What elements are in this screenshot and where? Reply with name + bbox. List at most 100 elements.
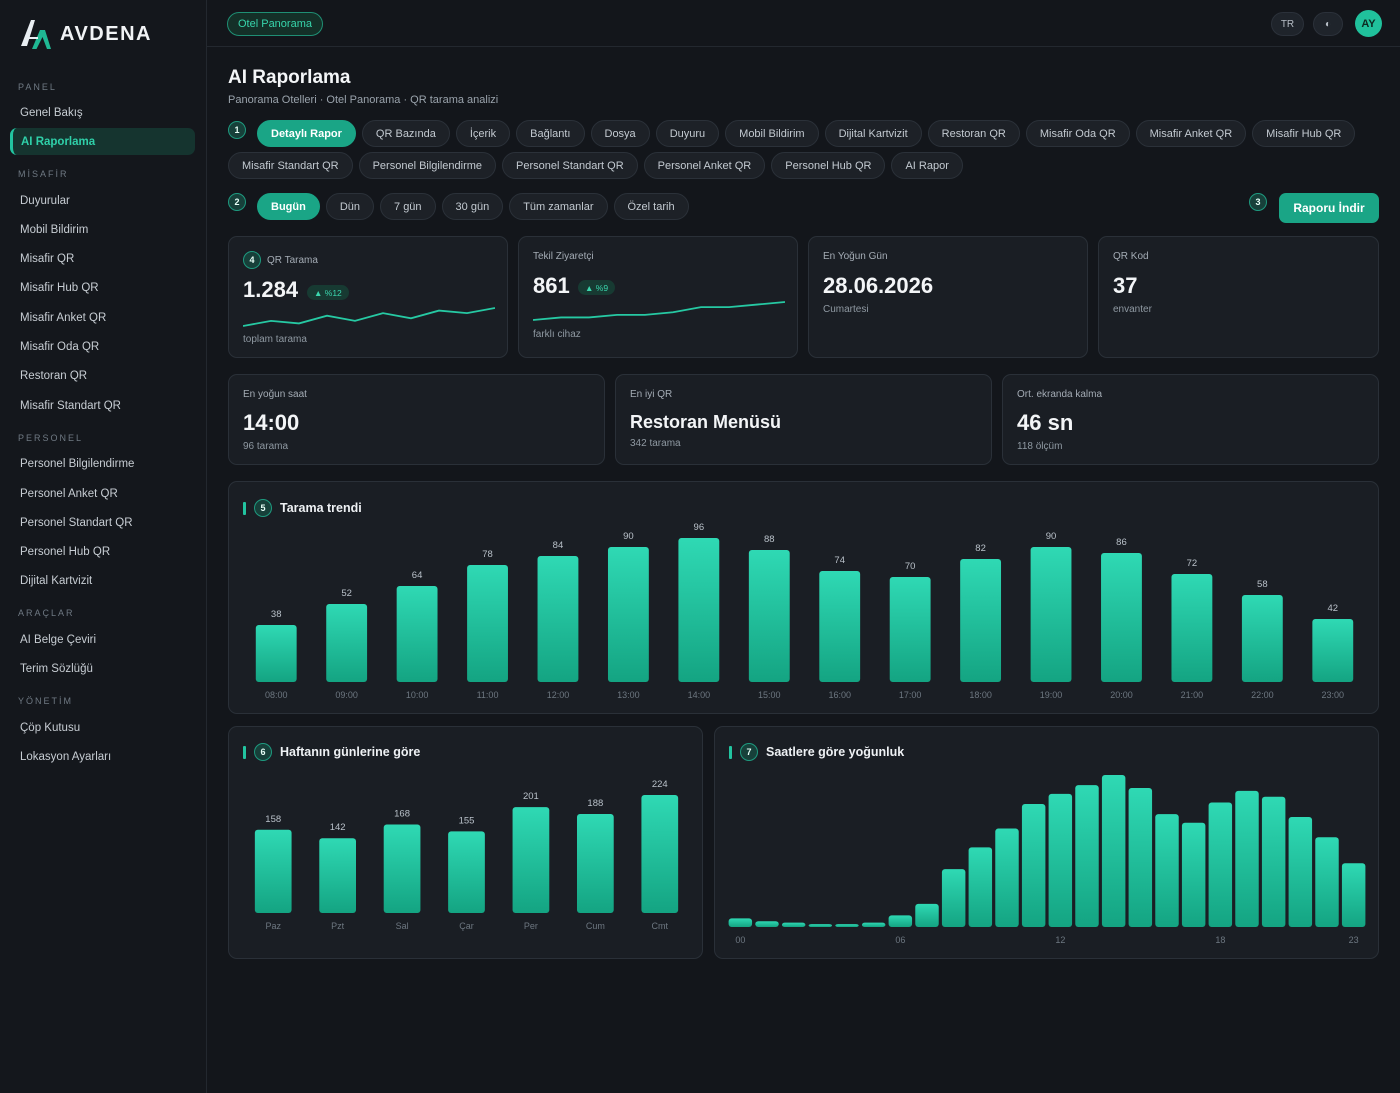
bar-07[interactable] [915, 903, 939, 927]
bar-Per[interactable] [512, 807, 550, 913]
sidebar-item-mobil-bildirim[interactable]: Mobil Bildirim [20, 223, 89, 236]
bar-Cmt[interactable] [641, 795, 679, 913]
tabs-misafir-oda-qr[interactable]: Misafir Oda QR [1025, 120, 1130, 147]
dates-30-gun[interactable]: 30 gün [441, 193, 504, 220]
sidebar-item-misafir-oda-qr[interactable]: Misafir Oda QR [20, 340, 100, 353]
brand-logo[interactable]: AVDENA [18, 16, 152, 52]
sidebar-item-lokasyon-ayarlari[interactable]: Lokasyon Ayarları [20, 750, 112, 763]
bar-14[interactable] [1101, 775, 1126, 927]
language-button[interactable]: TR [1271, 12, 1304, 36]
bar-01[interactable] [755, 921, 779, 927]
bar-Cum[interactable] [576, 813, 614, 913]
bar-Sal[interactable] [383, 824, 421, 914]
download-report-button[interactable]: Raporu İndir [1279, 193, 1379, 223]
tabs-icerik[interactable]: İçerik [455, 120, 511, 147]
bar-08[interactable] [941, 869, 966, 927]
sidebar-item-restoran-qr[interactable]: Restoran QR [20, 369, 88, 382]
bar-22[interactable] [1315, 837, 1339, 927]
sidebar-item-ai-belge-ceviri[interactable]: AI Belge Çeviri [20, 633, 97, 646]
tabs-dosya[interactable]: Dosya [590, 120, 650, 147]
bar-05[interactable] [861, 922, 886, 927]
bar-Pzt[interactable] [319, 838, 357, 913]
bar-04[interactable] [835, 924, 859, 927]
tabs-restoran-qr[interactable]: Restoran QR [927, 120, 1020, 147]
bar-14:00[interactable] [678, 538, 720, 682]
sidebar-item-misafir-hub-qr[interactable]: Misafir Hub QR [20, 281, 99, 294]
sidebar-section-araclar: ARAÇLAR [18, 608, 75, 618]
bar-03[interactable] [808, 924, 833, 927]
tabs-personel-anket-qr[interactable]: Personel Anket QR [643, 152, 766, 179]
bar-09:00[interactable] [326, 604, 368, 682]
chart-title: 5 Tarama trendi [243, 499, 362, 517]
sidebar-item-cop-kutusu[interactable]: Çöp Kutusu [20, 721, 81, 734]
bar-00[interactable] [728, 918, 753, 927]
bar-23:00[interactable] [1312, 619, 1354, 682]
tabs-misafir-standart-qr[interactable]: Misafir Standart QR [228, 152, 353, 179]
bar-Paz[interactable] [254, 829, 292, 913]
bar-17:00[interactable] [889, 577, 931, 682]
data-label: 86 [1116, 537, 1127, 548]
dates-ozel-tarih[interactable]: Özel tarih [613, 193, 689, 220]
bar-18:00[interactable] [960, 559, 1002, 682]
sidebar-item-personel-standart-qr[interactable]: Personel Standart QR [20, 516, 133, 529]
bar-20:00[interactable] [1101, 553, 1142, 682]
sidebar-item-personel-hub-qr[interactable]: Personel Hub QR [20, 545, 111, 558]
bar-11:00[interactable] [467, 565, 508, 682]
bar-09[interactable] [968, 847, 993, 927]
tabs-personel-bilgilendirme[interactable]: Personel Bilgilendirme [358, 152, 497, 179]
bar-06[interactable] [888, 915, 913, 927]
tabs-dijital-kartvizit[interactable]: Dijital Kartvizit [824, 120, 922, 147]
bar-10[interactable] [995, 828, 1019, 927]
sidebar-item-personel-anket-qr[interactable]: Personel Anket QR [20, 487, 118, 500]
bar-17[interactable] [1181, 822, 1206, 927]
sidebar-item-dijital-kartvizit[interactable]: Dijital Kartvizit [20, 574, 93, 587]
bar-16[interactable] [1155, 814, 1179, 927]
tabs-misafir-anket-qr[interactable]: Misafir Anket QR [1135, 120, 1247, 147]
sidebar-item-misafir-standart-qr[interactable]: Misafir Standart QR [20, 399, 121, 412]
sidebar-item-personel-bilgilendirme[interactable]: Personel Bilgilendirme [20, 457, 135, 470]
tabs-ai-rapor[interactable]: AI Rapor [891, 152, 963, 179]
bar-13[interactable] [1075, 785, 1099, 927]
bar-19:00[interactable] [1030, 547, 1072, 682]
x-tick-label: 23:00 [1322, 690, 1345, 700]
bar-08:00[interactable] [255, 625, 297, 682]
bar-11[interactable] [1021, 803, 1046, 927]
sidebar-item-terim-sozlugu[interactable]: Terim Sözlüğü [20, 662, 93, 675]
bar-20[interactable] [1261, 796, 1286, 927]
sidebar-item-duyurular[interactable]: Duyurular [20, 194, 70, 207]
bar-13:00[interactable] [607, 547, 649, 682]
hotel-selector[interactable]: Otel Panorama [227, 12, 323, 36]
bar-12[interactable] [1048, 793, 1073, 927]
bar-15[interactable] [1128, 788, 1153, 927]
tabs-personel-standart-qr[interactable]: Personel Standart QR [502, 152, 638, 179]
bar-18[interactable] [1208, 802, 1233, 927]
bar-Çar[interactable] [448, 831, 485, 913]
tabs-baglanti[interactable]: Bağlantı [516, 120, 585, 147]
theme-toggle-icon[interactable]: ◐ [1313, 12, 1343, 36]
tabs-personel-hub-qr[interactable]: Personel Hub QR [771, 152, 886, 179]
bar-15:00[interactable] [748, 550, 790, 682]
bar-10:00[interactable] [396, 586, 438, 682]
dates-tum-zamanlar[interactable]: Tüm zamanlar [509, 193, 608, 220]
tabs-misafir-hub-qr[interactable]: Misafir Hub QR [1252, 120, 1356, 147]
tabs-duyuru[interactable]: Duyuru [655, 120, 720, 147]
bar-23[interactable] [1341, 863, 1366, 927]
dates-7-gun[interactable]: 7 gün [380, 193, 436, 220]
bar-21:00[interactable] [1171, 574, 1213, 682]
dates-bugun[interactable]: Bugün [257, 193, 320, 220]
sidebar-item-ai-raporlama[interactable]: AI Raporlama [10, 128, 195, 155]
bar-19[interactable] [1235, 790, 1259, 927]
user-avatar[interactable]: AY [1355, 10, 1382, 37]
dates-dun[interactable]: Dün [325, 193, 375, 220]
tabs-detayli-rapor[interactable]: Detaylı Rapor [257, 120, 356, 147]
bar-12:00[interactable] [537, 556, 579, 682]
bar-02[interactable] [781, 922, 806, 927]
bar-16:00[interactable] [819, 571, 861, 682]
bar-22:00[interactable] [1241, 595, 1283, 682]
sidebar-item-misafir-qr[interactable]: Misafir QR [20, 252, 75, 265]
sidebar-item-genel-bakis[interactable]: Genel Bakış [20, 106, 83, 119]
tabs-mobil-bildirim[interactable]: Mobil Bildirim [725, 120, 819, 147]
tabs-qr-bazinda[interactable]: QR Bazında [361, 120, 450, 147]
sidebar-item-misafir-anket-qr[interactable]: Misafir Anket QR [20, 311, 107, 324]
bar-21[interactable] [1288, 816, 1313, 927]
